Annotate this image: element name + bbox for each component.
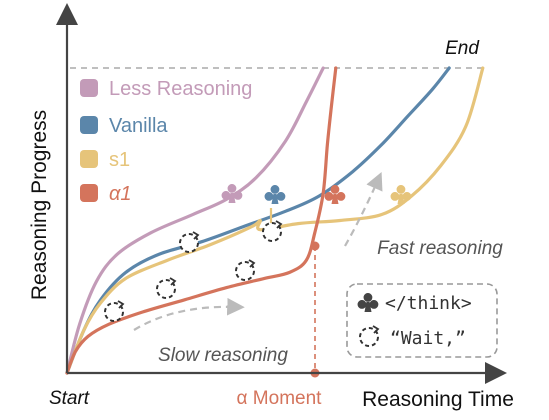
curves (65, 66, 485, 375)
symbol-key-box: </think> “Wait,” (346, 283, 498, 358)
y-axis-label: Reasoning Progress (28, 110, 51, 300)
legend-swatch-s1 (80, 150, 98, 168)
key-club (357, 293, 379, 312)
legend-swatch-less (80, 79, 98, 97)
slow-reasoning-arrow (133, 297, 245, 331)
x-axis-label: Reasoning Time (362, 388, 514, 411)
wait-marker-alpha-3 (235, 259, 256, 281)
wait-marker-vanilla (179, 231, 200, 253)
club-icon (221, 184, 243, 203)
slow-reasoning-label: Slow reasoning (158, 345, 288, 366)
series-line-vanilla (65, 66, 451, 375)
symbol-key-frame (346, 283, 498, 358)
legend-label-vanilla: Vanilla (109, 115, 168, 137)
club-marker-alpha (324, 185, 346, 204)
alpha-moment-label: α Moment (237, 388, 323, 409)
club-icon (324, 185, 346, 204)
think-end-label: </think> (385, 293, 472, 314)
wait-label: “Wait,” (390, 328, 466, 349)
legend-swatch-vanilla (80, 116, 98, 134)
legend-label-less: Less Reasoning (109, 78, 252, 100)
series-line-alpha (65, 66, 338, 375)
legend-swatch-alpha (80, 184, 98, 202)
alpha-moment-point (310, 241, 320, 251)
wait-marker-alpha-2 (156, 277, 177, 299)
club-marker-s1 (390, 185, 412, 204)
club-icon (264, 185, 286, 204)
club-icon (390, 185, 412, 204)
start-label: Start (49, 388, 90, 409)
club-icon (357, 293, 379, 312)
fast-reasoning-arrow (344, 171, 383, 247)
club-marker-less (221, 184, 243, 203)
club-marker-vanilla (264, 185, 286, 204)
end-label: End (445, 38, 480, 59)
legend-label-alpha: α1 (109, 183, 132, 205)
key-wait (359, 325, 380, 347)
series-line-s1 (65, 66, 485, 375)
wait-marker-s1 (262, 220, 283, 242)
fast-reasoning-label: Fast reasoning (377, 238, 503, 259)
series-line-less (65, 66, 325, 375)
legend: Less Reasoning Vanilla s1 α1 (80, 78, 252, 205)
legend-label-s1: s1 (109, 149, 130, 171)
wait-marker-alpha-1 (104, 300, 125, 322)
